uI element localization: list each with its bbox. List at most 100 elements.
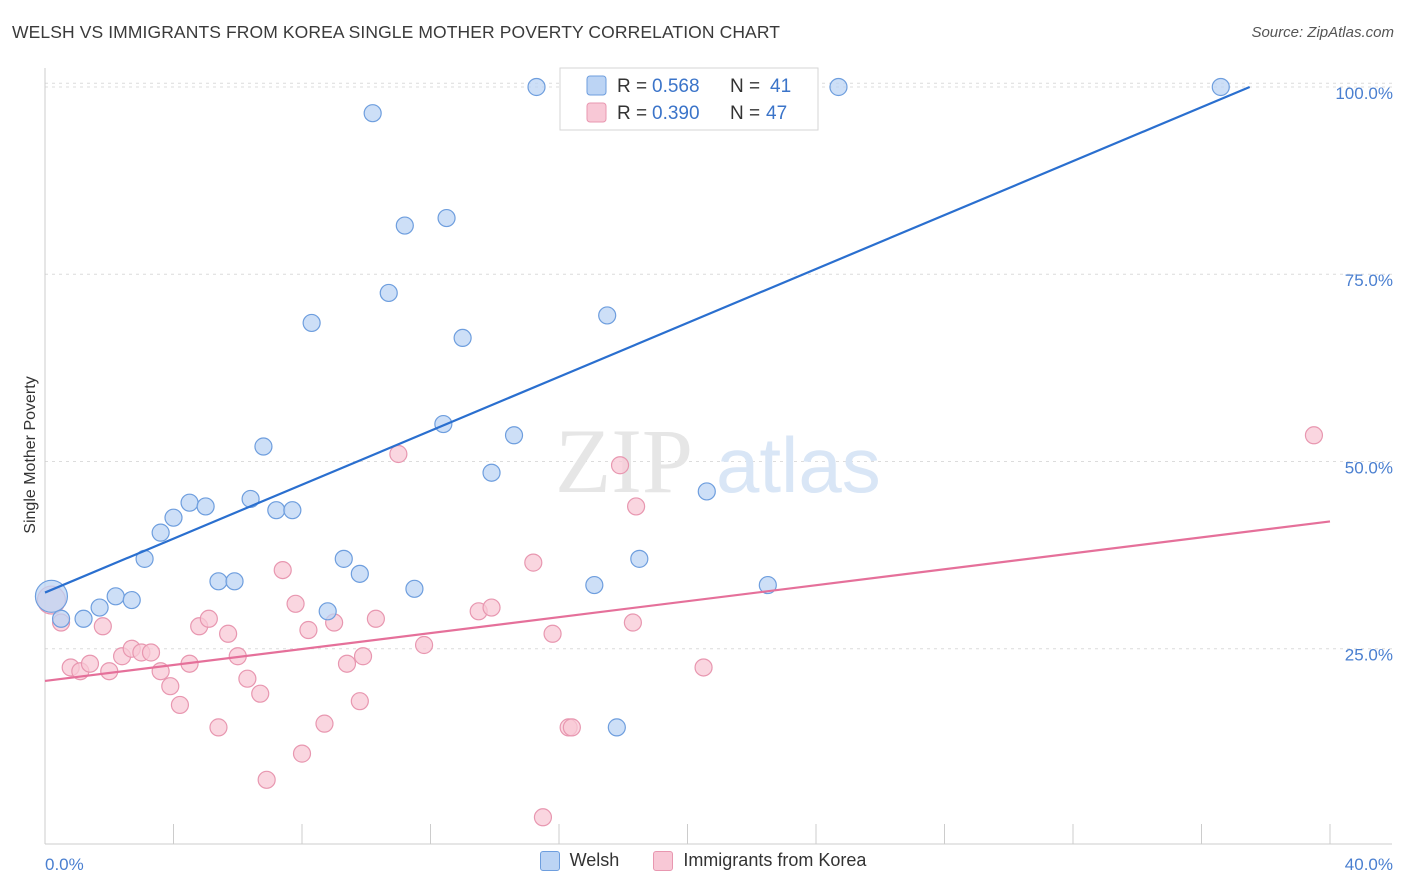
- x-tick-label-1: 40.0%: [1345, 855, 1393, 874]
- welsh-point-3: [90, 598, 109, 617]
- korea-point-17: [209, 718, 228, 737]
- welsh-point-1: [51, 609, 71, 628]
- welsh-point-21: [363, 104, 382, 123]
- korea-point-25: [292, 744, 312, 763]
- welsh-point-39: [829, 77, 848, 97]
- welsh-point-2: [74, 609, 93, 628]
- legend-swatch-welsh: [539, 850, 560, 871]
- stats-r-value-korea: 0.390: [652, 103, 700, 124]
- welsh-point-11: [209, 572, 228, 591]
- axis-layer: 25.0% 50.0% 75.0% 100.0% 0.0% 40.0%: [44, 68, 1393, 874]
- welsh-point-40: [1211, 77, 1230, 97]
- korea-point-38: [533, 808, 553, 827]
- welsh-point-0: [34, 579, 69, 613]
- welsh-trend-line: [44, 85, 1251, 594]
- korea-point-34: [414, 635, 434, 655]
- korea-point-36: [482, 598, 501, 617]
- y-tick-label-2: 75.0%: [1345, 271, 1393, 290]
- korea-point-45: [694, 658, 713, 677]
- welsh-point-33: [607, 718, 626, 737]
- y-tick-label-1: 50.0%: [1345, 458, 1393, 477]
- korea-point-29: [337, 654, 357, 673]
- korea-point-42: [610, 456, 630, 475]
- welsh-point-22: [379, 283, 398, 303]
- stats-r-value-welsh: 0.568: [652, 76, 700, 97]
- stats-n-value-welsh: 41: [770, 76, 791, 97]
- welsh-point-30: [527, 77, 546, 97]
- welsh-point-8: [164, 508, 183, 527]
- stats-swatch-welsh: [586, 75, 607, 96]
- korea-point-32: [366, 609, 385, 628]
- welsh-point-7: [151, 523, 170, 542]
- legend-label-welsh: Welsh: [569, 850, 620, 870]
- source-label: Source: ZipAtlas.com: [1251, 24, 1394, 41]
- korea-point-37: [524, 553, 543, 572]
- stats-n-label-korea: N =: [730, 103, 760, 124]
- watermark-atlas: atlas: [716, 421, 881, 509]
- korea-point-12: [161, 677, 180, 696]
- korea-point-10: [141, 643, 161, 662]
- legend-item-korea: Immigrants from Korea: [653, 850, 866, 871]
- stats-n-label-welsh: N =: [730, 76, 760, 97]
- stats-r-label-welsh: R =: [617, 76, 647, 97]
- welsh-point-28: [482, 463, 501, 482]
- welsh-point-9: [180, 493, 199, 512]
- legend-swatch-korea: [653, 850, 674, 871]
- welsh-point-32: [598, 306, 617, 325]
- welsh-point-14: [254, 437, 273, 456]
- welsh-point-12: [225, 572, 244, 591]
- korea-point-23: [273, 560, 292, 580]
- welsh-point-24: [405, 579, 424, 598]
- welsh-point-5: [122, 590, 141, 610]
- welsh-point-19: [334, 549, 353, 568]
- bottom-legend: Welsh Immigrants from Korea: [0, 850, 1406, 871]
- stats-n-value-korea: 47: [766, 103, 787, 124]
- welsh-point-16: [283, 501, 302, 520]
- welsh-point-23: [395, 216, 414, 235]
- korea-point-18: [219, 624, 238, 643]
- korea-point-46: [1304, 426, 1324, 445]
- korea-point-44: [626, 497, 646, 516]
- stats-legend: R = 0.568 N = 41 R = 0.390 N = 47: [559, 67, 819, 131]
- grid-layer: [45, 82, 1392, 650]
- welsh-point-38: [758, 575, 777, 595]
- welsh-point-15: [267, 501, 286, 520]
- korea-point-20: [238, 669, 257, 688]
- korea-point-27: [315, 714, 334, 733]
- welsh-point-31: [585, 575, 604, 595]
- korea-point-41: [562, 718, 581, 737]
- welsh-point-29: [504, 426, 524, 445]
- x-tick-label-0: 0.0%: [45, 855, 84, 874]
- korea-point-43: [623, 613, 642, 632]
- korea-point-33: [389, 444, 408, 464]
- korea-point-26: [299, 620, 318, 640]
- korea-point-21: [251, 684, 270, 703]
- korea-point-24: [286, 594, 305, 613]
- welsh-point-4: [106, 587, 125, 606]
- welsh-points: [34, 77, 1230, 737]
- welsh-point-18: [318, 602, 337, 621]
- y-axis-label: Single Mother Poverty: [22, 376, 39, 533]
- chart-title: WELSH VS IMMIGRANTS FROM KOREA SINGLE MO…: [12, 22, 781, 42]
- korea-point-31: [353, 647, 373, 666]
- trend-layer: [44, 85, 1331, 683]
- y-tick-label-3: 100.0%: [1335, 84, 1393, 103]
- stats-r-label-korea: R =: [617, 103, 647, 124]
- korea-point-22: [257, 770, 276, 789]
- korea-point-30: [350, 692, 369, 711]
- welsh-point-20: [350, 564, 369, 583]
- korea-point-39: [543, 624, 562, 643]
- watermark: ZIP atlas: [555, 410, 881, 512]
- welsh-point-36: [697, 482, 716, 501]
- korea-trend-line: [44, 520, 1331, 683]
- welsh-point-34: [630, 549, 649, 568]
- korea-point-4: [80, 654, 100, 673]
- korea-point-16: [199, 609, 218, 628]
- stats-swatch-korea: [586, 102, 607, 123]
- welsh-point-27: [453, 328, 472, 348]
- welsh-point-10: [196, 497, 215, 516]
- legend-label-korea: Immigrants from Korea: [683, 850, 867, 870]
- korea-point-5: [93, 617, 112, 636]
- legend-item-welsh: Welsh: [539, 850, 620, 871]
